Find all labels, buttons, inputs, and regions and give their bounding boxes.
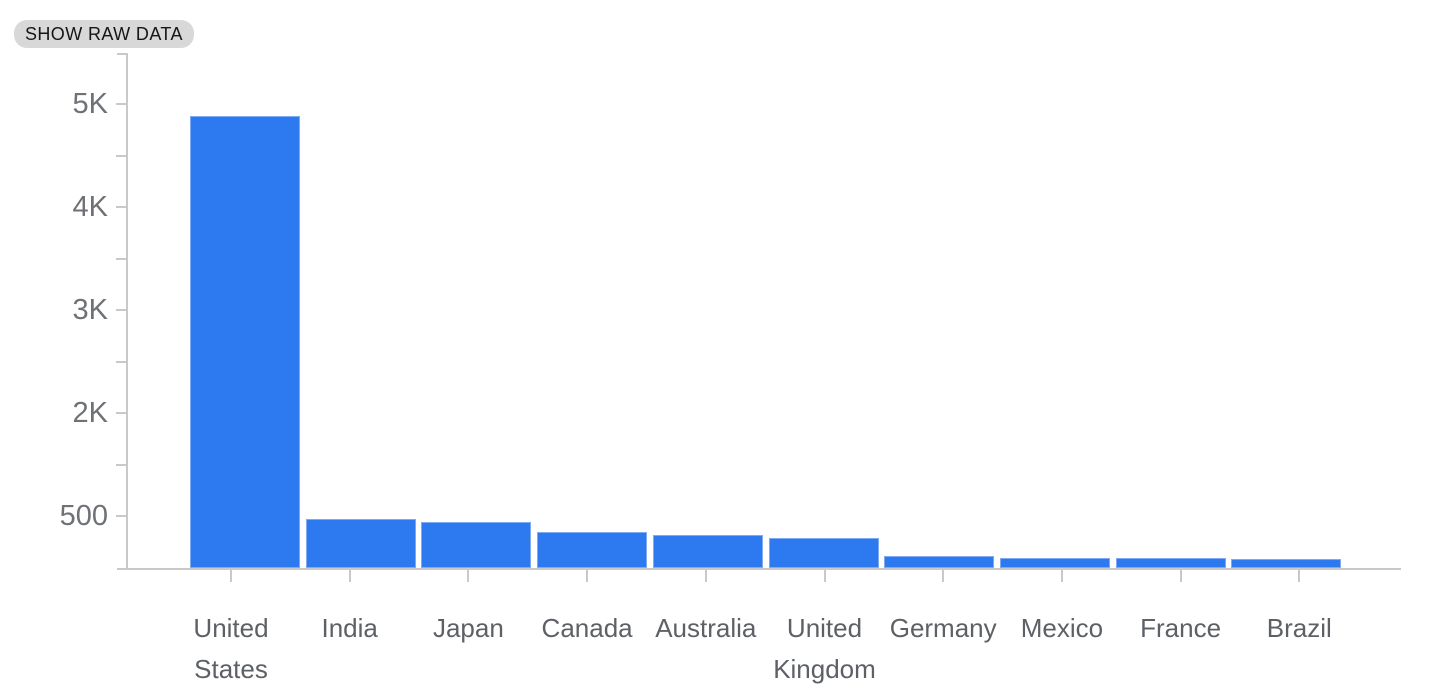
y-tick-minor bbox=[116, 463, 126, 466]
x-axis-label-australia: Australia bbox=[655, 613, 757, 643]
x-tick-canada bbox=[586, 569, 589, 582]
bar-canada[interactable] bbox=[537, 531, 648, 569]
y-axis-tick-label: 2K bbox=[72, 397, 108, 430]
x-axis-label-india: India bbox=[321, 613, 378, 643]
x-tick-india bbox=[348, 569, 351, 582]
bar-france[interactable] bbox=[1115, 558, 1226, 569]
x-tick-germany bbox=[942, 569, 945, 582]
x-tick-japan bbox=[467, 569, 470, 582]
bar-japan[interactable] bbox=[421, 522, 532, 569]
y-axis-tick-label: 5K bbox=[72, 88, 108, 121]
show-raw-data-button[interactable]: SHOW RAW DATA bbox=[14, 20, 194, 48]
y-tick-major bbox=[116, 103, 126, 106]
bar-brazil[interactable] bbox=[1231, 558, 1342, 569]
x-axis-label-france: France bbox=[1140, 613, 1222, 643]
x-axis-label-japan: Japan bbox=[432, 613, 504, 643]
y-tick-major bbox=[116, 412, 126, 415]
x-tick-australia bbox=[704, 569, 707, 582]
y-tick-major bbox=[116, 206, 126, 209]
bar-australia[interactable] bbox=[652, 534, 763, 569]
x-tick-united-states bbox=[230, 569, 232, 582]
x-axis-label-canada: Canada bbox=[541, 613, 633, 643]
bar-mexico[interactable] bbox=[999, 558, 1110, 569]
x-tick-mexico bbox=[1060, 569, 1063, 582]
y-axis-tick-label: 3K bbox=[72, 294, 108, 327]
y-tick-major bbox=[116, 309, 126, 312]
y-axis-tick-label: 4K bbox=[72, 191, 108, 224]
x-tick-brazil bbox=[1298, 569, 1301, 582]
y-axis-top-cap bbox=[117, 53, 126, 55]
x-axis-label-united-kingdom: United Kingdom bbox=[773, 613, 876, 684]
x-tick-france bbox=[1179, 569, 1182, 582]
bar-united-states[interactable] bbox=[190, 115, 300, 569]
y-axis-line bbox=[126, 53, 128, 570]
x-axis-label-mexico: Mexico bbox=[1020, 613, 1104, 643]
x-tick-united-kingdom bbox=[823, 569, 826, 582]
x-axis-label-germany: Germany bbox=[889, 613, 997, 643]
y-tick-minor bbox=[116, 360, 126, 363]
x-axis-label-united-states: United States bbox=[193, 613, 269, 684]
bar-united-kingdom[interactable] bbox=[768, 538, 879, 569]
x-axis-label-brazil: Brazil bbox=[1266, 613, 1332, 643]
y-tick-minor bbox=[116, 154, 126, 157]
y-tick-minor bbox=[116, 257, 126, 260]
x-axis-line bbox=[117, 567, 1401, 570]
bar-germany[interactable] bbox=[884, 555, 995, 569]
y-tick-major bbox=[116, 515, 126, 518]
y-axis-tick-label: 500 bbox=[59, 500, 108, 533]
bar-india[interactable] bbox=[305, 519, 416, 569]
